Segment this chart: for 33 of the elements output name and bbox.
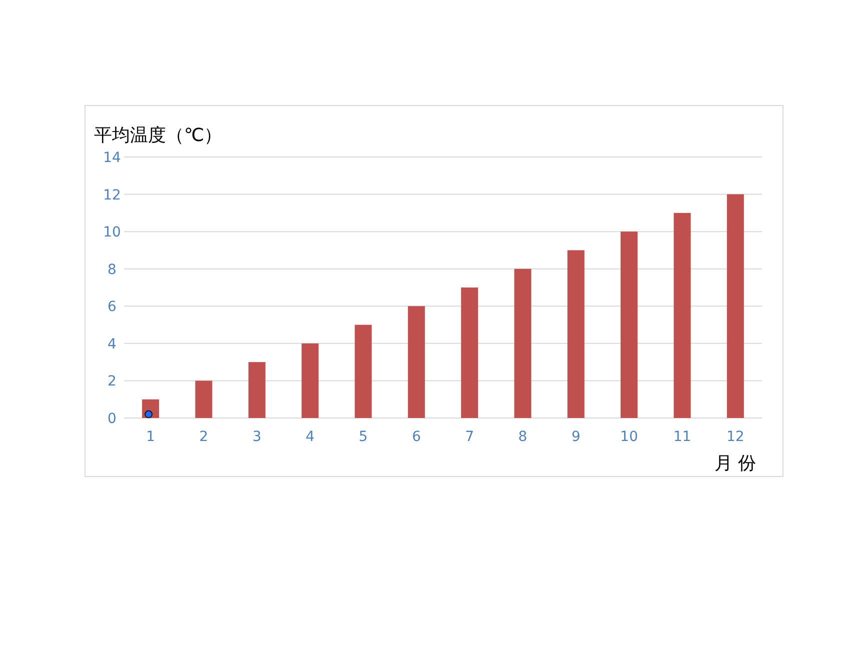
x-tick-label: 2 — [199, 429, 208, 445]
y-tick-label: 6 — [108, 299, 117, 316]
bar — [620, 232, 638, 418]
bar — [567, 250, 584, 418]
y-axis-title: 平均温度（℃） — [94, 125, 222, 146]
y-tick-label: 14 — [103, 150, 121, 166]
x-tick-label: 9 — [571, 429, 580, 445]
x-tick-label: 4 — [306, 429, 315, 445]
y-tick-label: 8 — [108, 262, 116, 278]
bar — [514, 268, 532, 418]
y-tick-label: 2 — [108, 374, 116, 390]
x-tick-label: 6 — [412, 429, 421, 445]
x-tick-label: 12 — [726, 429, 744, 445]
x-tick-label: 3 — [252, 429, 262, 445]
x-tick-label: 10 — [620, 429, 638, 445]
bar — [674, 212, 691, 418]
x-tick-label: 7 — [465, 429, 474, 445]
x-axis-title: 月 份 — [714, 453, 756, 474]
bar — [248, 362, 266, 418]
bar — [461, 288, 478, 418]
x-tick-label: 8 — [518, 429, 528, 445]
y-tick-label: 0 — [108, 411, 116, 427]
bar — [354, 324, 372, 418]
x-tick-label: 1 — [146, 429, 156, 445]
y-tick-label: 12 — [103, 187, 121, 204]
bar — [726, 194, 744, 418]
y-tick-label: 4 — [108, 336, 117, 352]
bar — [408, 306, 425, 418]
x-tick-label: 11 — [673, 429, 692, 445]
bar — [302, 343, 319, 418]
bar — [195, 380, 212, 418]
x-tick-label: 5 — [358, 429, 368, 445]
y-tick-label: 10 — [103, 224, 121, 241]
